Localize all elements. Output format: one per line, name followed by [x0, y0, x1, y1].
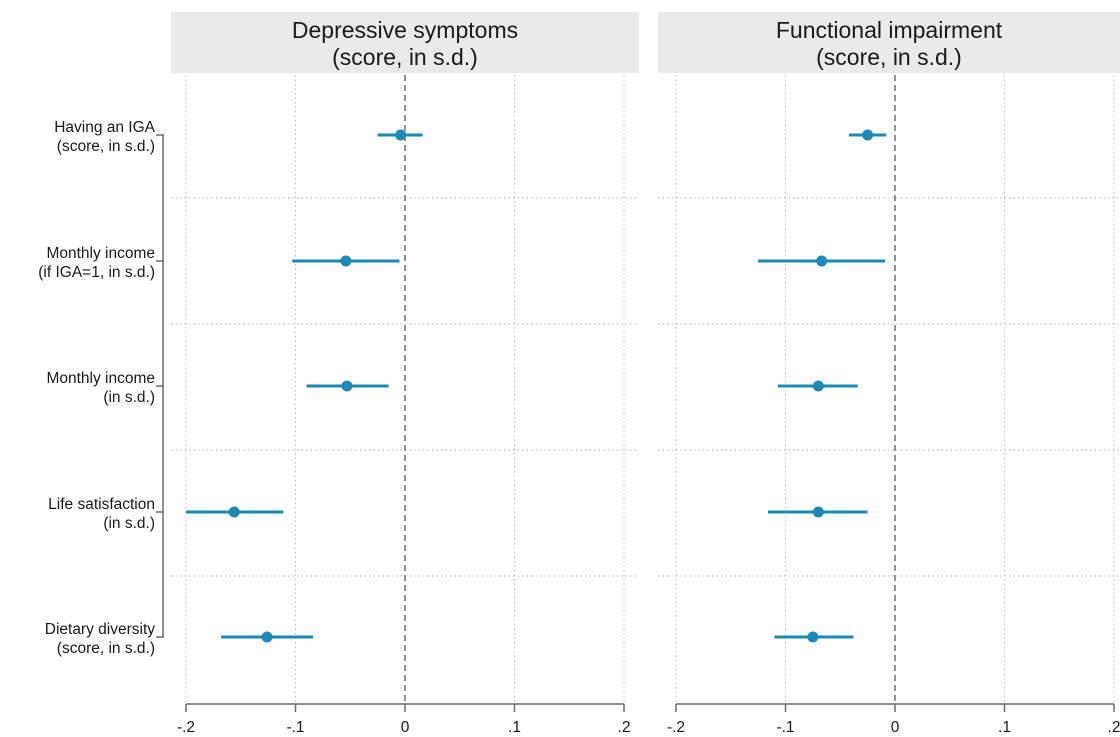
panel-1: Depressive symptoms(score, in s.d.) -.2 -.…	[171, 12, 639, 736]
row-label-line: (in s.d.)	[103, 515, 155, 532]
x-tick-label: -.1	[776, 719, 794, 736]
row-label-line: (score, in s.d.)	[57, 640, 155, 657]
panel-strip	[658, 12, 1120, 73]
point-estimate	[395, 129, 407, 141]
row-label-line: Monthly income	[46, 245, 155, 262]
panel-title-line: Functional impairment	[776, 17, 1003, 43]
x-tick-label: .1	[998, 719, 1011, 736]
point-estimate	[816, 255, 828, 267]
point-estimate	[341, 380, 353, 392]
point-estimate	[812, 506, 824, 518]
x-tick-label: 0	[891, 719, 900, 736]
point-estimate	[862, 129, 874, 141]
row-label-line: Dietary diversity	[45, 621, 155, 638]
panel-title-line: Depressive symptoms	[292, 17, 518, 43]
point-estimate	[340, 255, 352, 267]
panel-title-line: (score, in s.d.)	[332, 44, 478, 70]
x-tick-label: -.2	[177, 719, 195, 736]
point-estimate	[807, 631, 819, 643]
x-tick-label: .2	[618, 719, 631, 736]
row-labels: Having an IGA (score, in s.d.) Monthly inc…	[38, 119, 164, 657]
row-label-line: Having an IGA	[54, 119, 155, 136]
x-tick-label: .1	[508, 719, 521, 736]
x-tick-label: -.1	[286, 719, 304, 736]
panel-2: Functional impairment(score, in s.d.) -.2…	[658, 12, 1120, 736]
row-label-line: Monthly income	[46, 370, 155, 387]
panel-title-line: (score, in s.d.)	[816, 44, 962, 70]
point-estimate	[228, 506, 240, 518]
x-tick-label: .2	[1108, 719, 1120, 736]
panels: Depressive symptoms(score, in s.d.)-.2 -.…	[171, 12, 1120, 736]
panel-strip	[171, 12, 639, 73]
x-tick-label: 0	[401, 719, 410, 736]
row-label-line: (if IGA=1, in s.d.)	[38, 264, 155, 281]
row-label-line: Life satisfaction	[48, 496, 155, 513]
point-estimate	[812, 380, 824, 392]
row-label-line: (in s.d.)	[103, 389, 155, 406]
point-estimate	[261, 631, 273, 643]
row-label-line: (score, in s.d.)	[57, 138, 155, 155]
x-tick-label: -.2	[667, 719, 685, 736]
